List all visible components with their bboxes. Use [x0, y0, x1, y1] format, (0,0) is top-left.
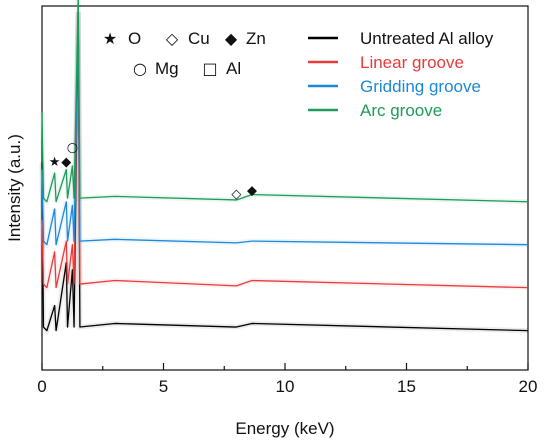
legend-label-2: Gridding groove [360, 77, 481, 96]
series-layer [39, 0, 529, 336]
series-legend: Untreated Al alloy Linear groove Gridding … [308, 29, 494, 120]
peak-marker-5: ◆ [247, 184, 257, 199]
element-label-zn: Zn [246, 29, 266, 48]
series-line-2 [41, 11, 529, 246]
peak-markers: ★◆○□◇◆ [49, 141, 257, 203]
x-tick-label: 5 [159, 377, 168, 396]
y-axis-label: Intensity (a.u.) [5, 134, 24, 242]
element-symbol-mg: ○ [133, 59, 147, 78]
series-line-0 [41, 11, 529, 332]
peak-marker-0: ★ [49, 155, 61, 170]
element-label-cu: Cu [188, 29, 210, 48]
x-tick-label: 0 [37, 377, 46, 396]
element-symbol-o: ★ [103, 29, 117, 48]
element-symbol-cu: ◇ [166, 29, 179, 48]
x-axis-label: Energy (keV) [235, 419, 334, 438]
peak-marker-2: ○ [67, 141, 78, 156]
element-symbol-al: □ [202, 59, 217, 78]
element-label-al: Al [226, 59, 241, 78]
x-tick-label: 20 [519, 377, 538, 396]
legend-label-0: Untreated Al alloy [360, 29, 494, 48]
x-tick-label: 15 [397, 377, 416, 396]
element-legend: ★ O ◇ Cu ◆ Zn ○ Mg □ Al [103, 29, 266, 78]
legend-label-1: Linear groove [360, 53, 464, 72]
series-line-3 [41, 0, 529, 203]
peak-marker-1: ◆ [61, 155, 71, 170]
series-line-1 [41, 11, 529, 289]
x-tick-label: 10 [276, 377, 295, 396]
element-symbol-zn: ◆ [225, 29, 238, 48]
x-ticks: 0 5 10 15 20 [37, 363, 537, 396]
peak-marker-4: ◇ [231, 187, 241, 202]
element-label-mg: Mg [155, 59, 179, 78]
legend-label-3: Arc groove [360, 101, 442, 120]
element-label-o: O [128, 29, 141, 48]
